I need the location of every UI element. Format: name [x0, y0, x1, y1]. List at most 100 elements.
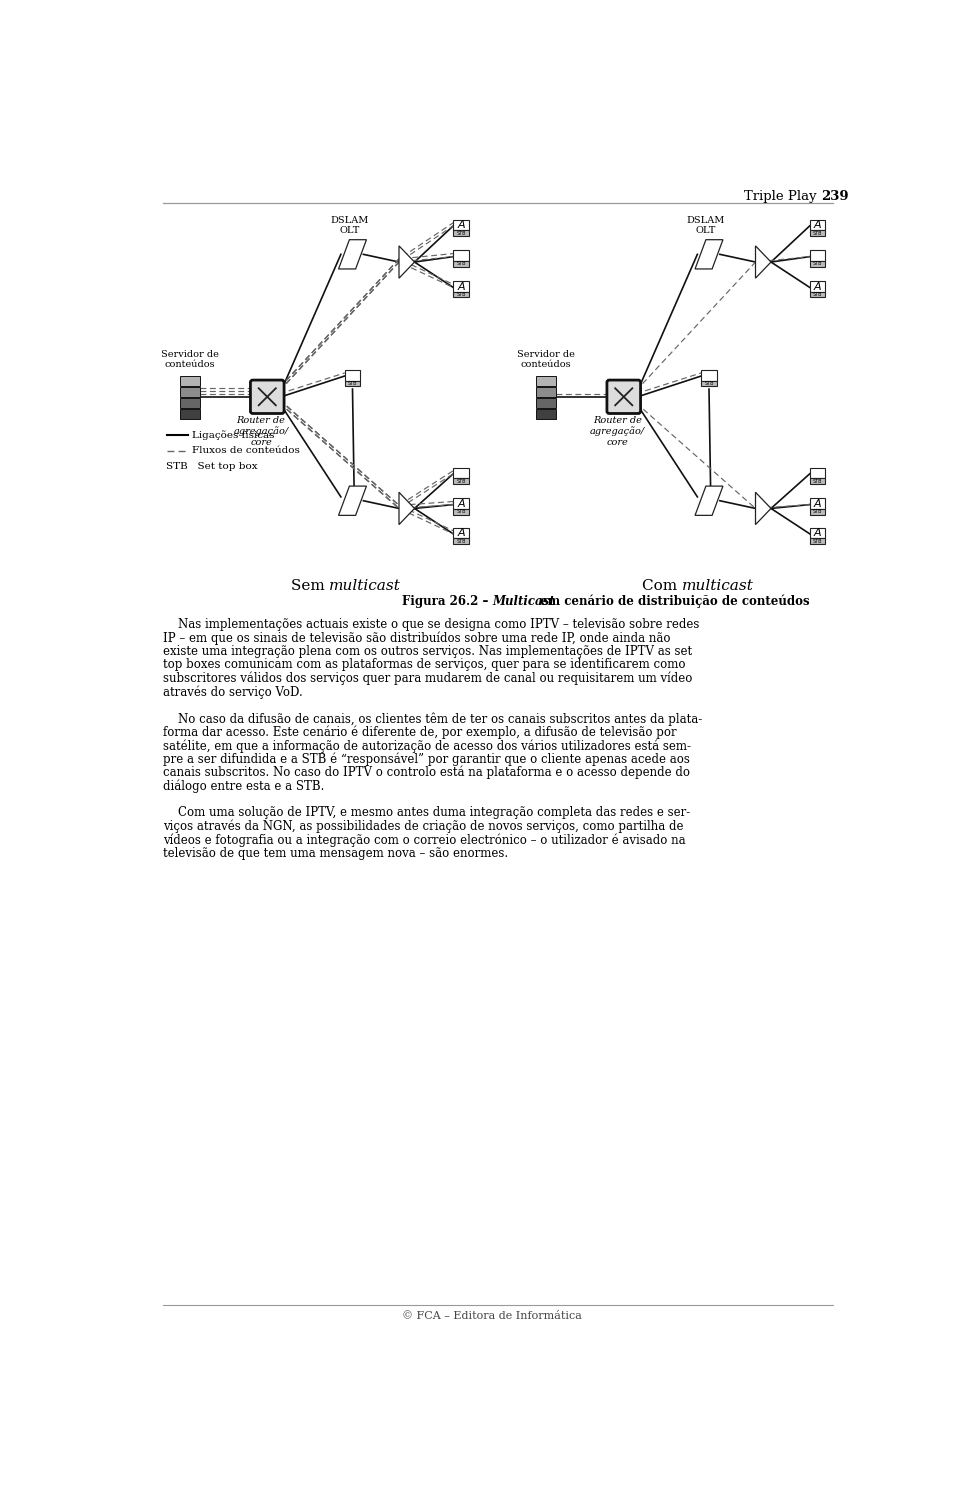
FancyBboxPatch shape — [810, 281, 825, 292]
FancyBboxPatch shape — [453, 281, 468, 292]
Text: © FCA – Editora de Informática: © FCA – Editora de Informática — [402, 1311, 582, 1320]
FancyBboxPatch shape — [453, 292, 468, 298]
FancyBboxPatch shape — [810, 250, 825, 262]
FancyBboxPatch shape — [180, 398, 200, 409]
Polygon shape — [695, 240, 723, 269]
FancyBboxPatch shape — [702, 370, 716, 380]
Polygon shape — [339, 487, 367, 515]
Text: top boxes comunicam com as plataformas de serviços, quer para se identificarem c: top boxes comunicam com as plataformas d… — [162, 659, 685, 671]
Text: IP – em que os sinais de televisão são distribuídos sobre uma rede IP, onde aind: IP – em que os sinais de televisão são d… — [162, 632, 670, 645]
Text: STB: STB — [456, 292, 466, 298]
FancyBboxPatch shape — [810, 527, 825, 539]
Text: STB: STB — [456, 231, 466, 235]
FancyBboxPatch shape — [607, 380, 640, 413]
Text: Triple Play: Triple Play — [745, 190, 822, 204]
Text: STB: STB — [813, 539, 823, 543]
Text: A: A — [457, 281, 465, 292]
Text: Ligações físicas: Ligações físicas — [192, 430, 275, 440]
Text: Sem: Sem — [291, 579, 329, 593]
FancyBboxPatch shape — [453, 539, 468, 543]
Polygon shape — [695, 487, 723, 515]
Polygon shape — [756, 246, 771, 278]
FancyBboxPatch shape — [810, 231, 825, 237]
Text: A: A — [814, 220, 822, 231]
Text: A: A — [814, 281, 822, 292]
FancyBboxPatch shape — [453, 479, 468, 484]
Text: Servidor de
conteúdos: Servidor de conteúdos — [161, 350, 219, 370]
Text: A: A — [814, 499, 822, 509]
Polygon shape — [339, 240, 367, 269]
Text: No caso da difusão de canais, os clientes têm de ter os canais subscritos antes : No caso da difusão de canais, os cliente… — [162, 713, 702, 726]
Text: subscritores válidos dos serviços quer para mudarem de canal ou requisitarem um : subscritores válidos dos serviços quer p… — [162, 672, 692, 686]
Text: multicast: multicast — [682, 579, 754, 593]
Text: forma dar acesso. Este cenário é diferente de, por exemplo, a difusão de televis: forma dar acesso. Este cenário é diferen… — [162, 726, 676, 740]
FancyBboxPatch shape — [251, 380, 284, 413]
FancyBboxPatch shape — [810, 499, 825, 509]
Text: DSLAM
OLT: DSLAM OLT — [330, 216, 369, 235]
Text: através do serviço VoD.: através do serviço VoD. — [162, 686, 302, 699]
Text: STB: STB — [456, 539, 466, 543]
Text: satélite, em que a informação de autorização de acesso dos vários utilizadores e: satélite, em que a informação de autoriz… — [162, 740, 690, 753]
Text: multicast: multicast — [329, 579, 401, 593]
FancyBboxPatch shape — [537, 376, 557, 386]
FancyBboxPatch shape — [537, 409, 557, 419]
FancyBboxPatch shape — [180, 386, 200, 397]
Text: Router de
agregação/
core: Router de agregação/ core — [233, 416, 289, 446]
Text: televisão de que tem uma mensagem nova – são enormes.: televisão de que tem uma mensagem nova –… — [162, 847, 508, 859]
Text: Com: Com — [642, 579, 682, 593]
FancyBboxPatch shape — [810, 292, 825, 298]
Text: Com uma solução de IPTV, e mesmo antes duma integração completa das redes e ser-: Com uma solução de IPTV, e mesmo antes d… — [162, 807, 690, 819]
Text: viços através da NGN, as possibilidades de criação de novos serviços, como parti: viços através da NGN, as possibilidades … — [162, 820, 684, 834]
FancyBboxPatch shape — [345, 370, 360, 380]
FancyBboxPatch shape — [453, 527, 468, 539]
Text: STB: STB — [456, 479, 466, 484]
FancyBboxPatch shape — [453, 467, 468, 479]
Text: A: A — [457, 499, 465, 509]
FancyBboxPatch shape — [810, 467, 825, 479]
Text: STB: STB — [456, 262, 466, 266]
Text: A: A — [457, 528, 465, 537]
Text: Multicast: Multicast — [492, 594, 555, 608]
Text: STB: STB — [813, 231, 823, 235]
Text: canais subscritos. No caso do IPTV o controlo está na plataforma e o acesso depe: canais subscritos. No caso do IPTV o con… — [162, 766, 689, 780]
Text: Nas implementações actuais existe o que se designa como IPTV – televisão sobre r: Nas implementações actuais existe o que … — [162, 618, 699, 630]
FancyBboxPatch shape — [453, 509, 468, 515]
FancyBboxPatch shape — [537, 398, 557, 409]
FancyBboxPatch shape — [810, 262, 825, 266]
Text: pre a ser difundida e a STB é “responsável” por garantir que o cliente apenas ac: pre a ser difundida e a STB é “responsáv… — [162, 753, 689, 766]
Text: DSLAM
OLT: DSLAM OLT — [686, 216, 725, 235]
FancyBboxPatch shape — [702, 380, 716, 386]
FancyBboxPatch shape — [810, 539, 825, 543]
FancyBboxPatch shape — [180, 409, 200, 419]
Text: vídeos e fotografia ou a integração com o correio electrónico – o utilizador é a: vídeos e fotografia ou a integração com … — [162, 834, 685, 847]
Text: STB: STB — [813, 262, 823, 266]
Text: STB: STB — [705, 380, 713, 386]
Text: STB: STB — [813, 292, 823, 298]
Text: Figura 26.2 –: Figura 26.2 – — [401, 594, 492, 608]
Polygon shape — [399, 493, 415, 524]
FancyBboxPatch shape — [810, 509, 825, 515]
Text: STB   Set top box: STB Set top box — [166, 461, 258, 470]
Text: STB: STB — [813, 479, 823, 484]
FancyBboxPatch shape — [537, 386, 557, 397]
Text: Router de
agregação/
core: Router de agregação/ core — [590, 416, 645, 446]
Text: Servidor de
conteúdos: Servidor de conteúdos — [517, 350, 575, 370]
Text: diálogo entre esta e a STB.: diálogo entre esta e a STB. — [162, 780, 324, 793]
Text: A: A — [457, 220, 465, 231]
Text: em cenário de distribuição de conteúdos: em cenário de distribuição de conteúdos — [537, 594, 810, 608]
FancyBboxPatch shape — [345, 380, 360, 386]
Text: STB: STB — [348, 380, 357, 386]
Text: A: A — [814, 528, 822, 537]
FancyBboxPatch shape — [180, 376, 200, 386]
Polygon shape — [399, 246, 415, 278]
Text: existe uma integração plena com os outros serviços. Nas implementações de IPTV a: existe uma integração plena com os outro… — [162, 645, 692, 657]
FancyBboxPatch shape — [453, 262, 468, 266]
FancyBboxPatch shape — [810, 220, 825, 231]
Text: 239: 239 — [822, 190, 849, 204]
FancyBboxPatch shape — [453, 499, 468, 509]
FancyBboxPatch shape — [453, 220, 468, 231]
Polygon shape — [756, 493, 771, 524]
Text: STB: STB — [813, 509, 823, 515]
Text: STB: STB — [456, 509, 466, 515]
FancyBboxPatch shape — [453, 231, 468, 237]
